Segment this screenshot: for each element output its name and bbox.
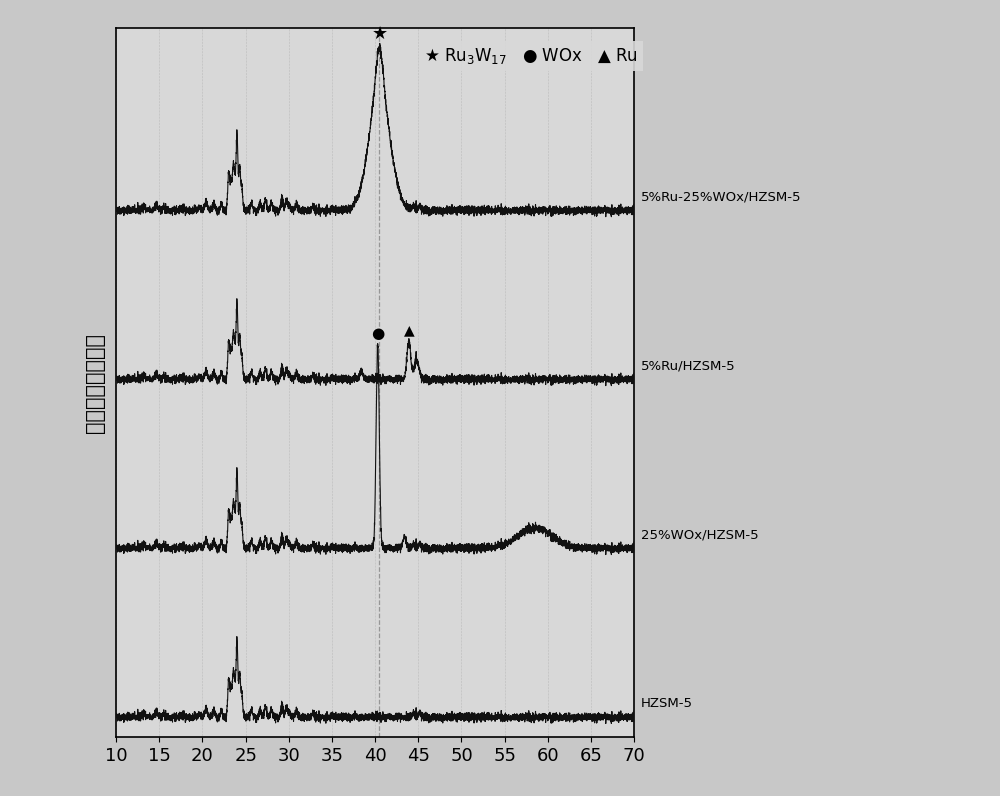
Text: HZSM-5: HZSM-5	[641, 697, 693, 710]
Text: 5%Ru/HZSM-5: 5%Ru/HZSM-5	[641, 360, 736, 373]
Text: ★: ★	[371, 25, 388, 43]
Text: 5%Ru-25%WOx/HZSM-5: 5%Ru-25%WOx/HZSM-5	[641, 190, 802, 204]
Text: ●: ●	[371, 326, 384, 341]
Text: ▲: ▲	[404, 324, 414, 338]
Text: 25%WOx/HZSM-5: 25%WOx/HZSM-5	[641, 529, 759, 541]
Text: ★ Ru$_3$W$_{17}$   ● WOx   ▲ Ru: ★ Ru$_3$W$_{17}$ ● WOx ▲ Ru	[424, 45, 638, 65]
Y-axis label: 强度（任意单位）: 强度（任意单位）	[85, 333, 105, 432]
